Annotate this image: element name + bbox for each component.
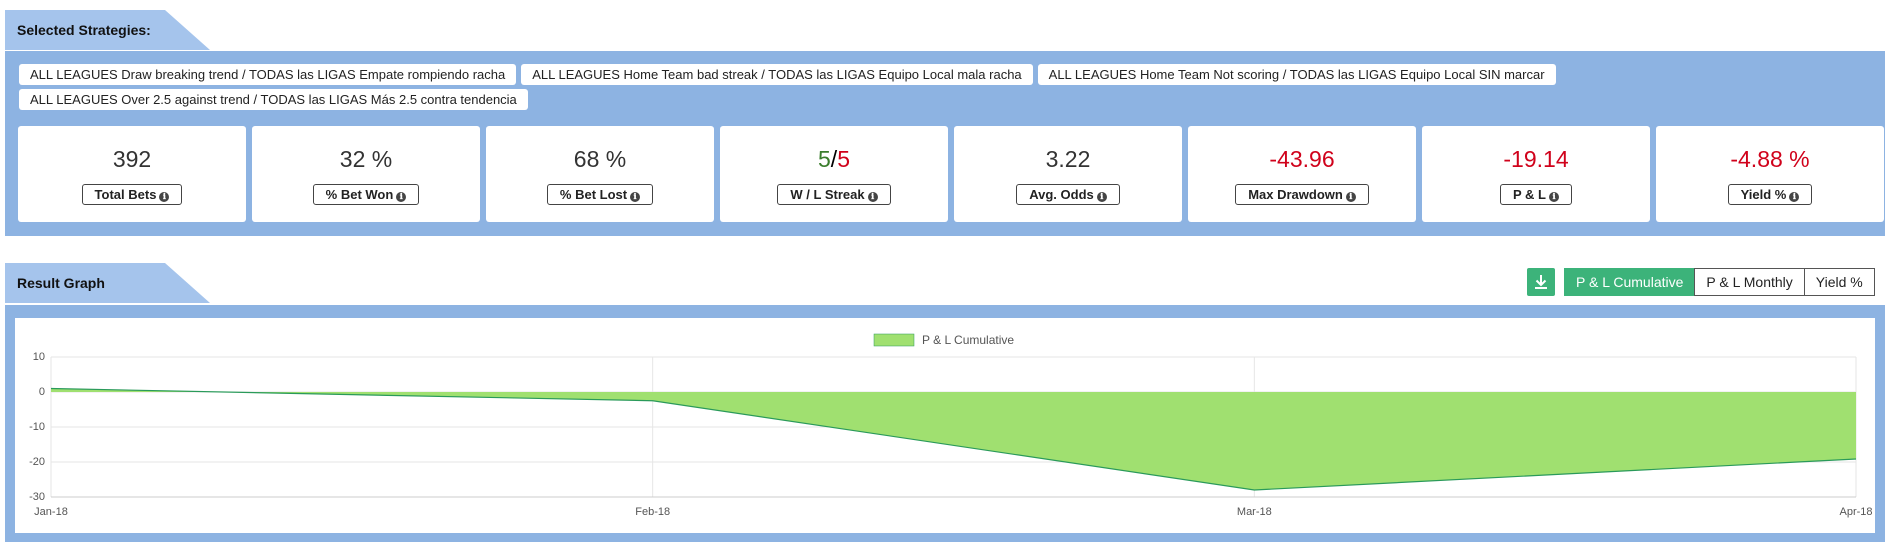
chart-container: 10 0 -10 -20 -30 Jan-18 Feb-18 Mar-18 Apr-18 P & …: [15, 318, 1875, 533]
stat-label: Avg. Odds ℹ: [1016, 184, 1120, 205]
chart: 10 0 -10 -20 -30 Jan-18 Feb-18 Mar-18 Apr-18 P & …: [29, 333, 1872, 518]
stat-value: -4.88 %: [1656, 146, 1884, 176]
info-icon: ℹ: [867, 192, 878, 202]
stat-label: W / L Streak ℹ: [777, 184, 891, 205]
info-icon: ℹ: [396, 192, 407, 202]
stat-label: Max Drawdown ℹ: [1235, 184, 1369, 205]
value-text: 32 %: [339, 146, 393, 172]
wins: 5: [818, 146, 831, 172]
value-text: 392: [112, 146, 152, 172]
label-text: % Bet Won: [325, 187, 394, 202]
strategy-tag: ALL LEAGUES Home Team bad streak / TODAS…: [521, 64, 1033, 85]
tab-button[interactable]: P & L Monthly: [1694, 268, 1805, 296]
strategy-tag: ALL LEAGUES Over 2.5 against trend / TOD…: [19, 89, 528, 110]
stat-card: 68 % % Bet Lost ℹ: [486, 126, 714, 222]
stat-value: 3.22: [954, 146, 1182, 176]
stat-label: % Bet Won ℹ: [312, 184, 420, 205]
x-tick-label: Apr-18: [1839, 506, 1872, 518]
legend-swatch: [873, 333, 915, 347]
losses: 5: [837, 146, 850, 172]
tab-button[interactable]: Yield %: [1803, 268, 1875, 296]
value-text: -43.96: [1269, 146, 1335, 172]
value-text: -4.88 %: [1730, 146, 1810, 172]
stat-cards: 392 Total Bets ℹ 32 %% Bet Won ℹ 68 %% Bet Lo…: [18, 126, 1884, 222]
stat-value: -43.96: [1188, 146, 1416, 176]
info-icon: ℹ: [1789, 192, 1800, 202]
label-text: P & L: [1513, 187, 1546, 202]
strategy-tag: ALL LEAGUES Home Team Not scoring / TODA…: [1037, 64, 1556, 85]
label-text: % Bet Lost: [559, 187, 628, 202]
stat-value: 32 %: [252, 146, 480, 176]
y-tick-label: -20: [29, 456, 45, 468]
info-icon: ℹ: [1096, 192, 1107, 202]
stat-value: 392: [18, 146, 246, 176]
info-icon: ℹ: [159, 192, 170, 202]
x-tick-label: Feb-18: [635, 506, 670, 518]
download-icon: [1535, 275, 1547, 289]
stat-card: 3.22 Avg. Odds ℹ: [954, 126, 1182, 222]
strategy-tag: ALL LEAGUES Draw breaking trend / TODAS …: [19, 64, 517, 85]
x-tick-label: Mar-18: [1237, 506, 1272, 518]
legend-label: P & L Cumulative: [922, 333, 1014, 347]
stat-card: -4.88 % Yield % ℹ: [1656, 126, 1884, 222]
y-tick-label: 10: [33, 351, 45, 363]
x-tick-label: Jan-18: [34, 506, 68, 518]
tab-button[interactable]: P & L Cumulative: [1564, 268, 1696, 296]
button-group: P & L Cumulative P & L Monthly Yield %: [1564, 268, 1875, 296]
stat-card: 392 Total Bets ℹ: [18, 126, 246, 222]
label-text: Total Bets: [94, 187, 157, 202]
y-tick-label: 0: [39, 386, 45, 398]
label-text: W / L Streak: [790, 187, 865, 202]
stat-label: Total Bets ℹ: [81, 184, 183, 205]
line: [50, 387, 1857, 491]
section-tab: Result Graph: [5, 263, 210, 303]
value-text: -19.14: [1503, 146, 1569, 172]
info-icon: ℹ: [1549, 192, 1559, 202]
stat-value: 5/5: [720, 146, 948, 176]
value-text: 68 %: [573, 146, 627, 172]
info-icon: ℹ: [630, 192, 641, 202]
label-text: Yield %: [1740, 187, 1787, 202]
label-text: Max Drawdown: [1248, 187, 1343, 202]
info-icon: ℹ: [1345, 192, 1356, 202]
download-button[interactable]: [1527, 268, 1555, 296]
label-text: Avg. Odds: [1029, 187, 1094, 202]
stat-card: 32 % % Bet Won ℹ: [252, 126, 480, 222]
stat-label: % Bet Lost ℹ: [546, 184, 654, 205]
stat-value: 68 %: [486, 146, 714, 176]
y-tick-label: -30: [29, 491, 45, 503]
tag-list: ALL LEAGUES Draw breaking trend / TODAS …: [19, 64, 1719, 110]
strategies-panel: ALL LEAGUES Draw breaking trend / TODAS …: [5, 51, 1885, 236]
area: [51, 388, 1856, 490]
graph-panel: 10 0 -10 -20 -30 Jan-18 Feb-18 Mar-18 Apr-18 P & …: [5, 305, 1885, 542]
section-tab: Selected Strategies:: [5, 10, 210, 50]
value-text: 3.22: [1045, 146, 1091, 172]
stat-value: -19.14: [1422, 146, 1650, 176]
separator: /: [830, 146, 838, 172]
stat-label: Yield % ℹ: [1727, 184, 1813, 205]
stat-card: 5/5 W / L Streak ℹ: [720, 126, 948, 222]
stat-card: -43.96 Max Drawdown ℹ: [1188, 126, 1416, 222]
y-tick-label: -10: [29, 421, 45, 433]
